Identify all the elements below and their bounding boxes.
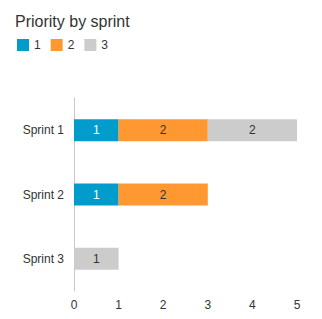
svg-text:Priority by sprint: Priority by sprint (15, 13, 130, 30)
svg-text:2: 2 (68, 38, 75, 52)
svg-text:1: 1 (93, 188, 100, 202)
svg-text:Sprint 2: Sprint 2 (23, 188, 65, 202)
svg-text:5: 5 (294, 298, 301, 312)
svg-text:Sprint 3: Sprint 3 (23, 252, 65, 266)
svg-text:1: 1 (93, 252, 100, 266)
svg-text:3: 3 (204, 298, 211, 312)
svg-text:2: 2 (249, 123, 256, 137)
svg-text:1: 1 (34, 38, 41, 52)
svg-text:Sprint 1: Sprint 1 (23, 123, 65, 137)
svg-text:2: 2 (160, 298, 167, 312)
svg-text:1: 1 (93, 123, 100, 137)
svg-text:2: 2 (160, 123, 167, 137)
svg-text:3: 3 (101, 38, 108, 52)
svg-text:4: 4 (249, 298, 256, 312)
svg-text:2: 2 (160, 188, 167, 202)
svg-text:1: 1 (115, 298, 122, 312)
svg-text:0: 0 (71, 298, 78, 312)
